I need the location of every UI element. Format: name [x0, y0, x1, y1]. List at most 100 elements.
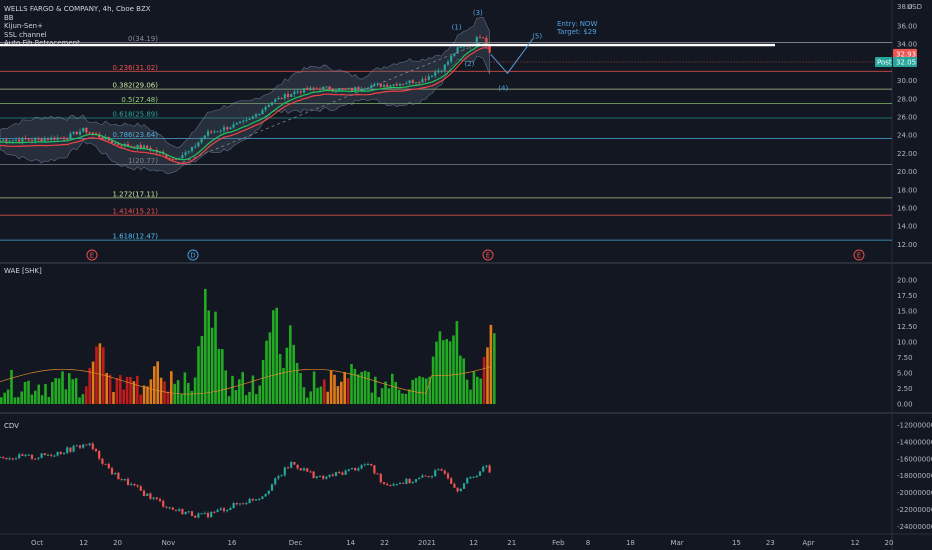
event-marker-circle — [853, 249, 865, 261]
cdv-candle — [485, 465, 488, 467]
wae-bar — [197, 346, 200, 404]
candle-body — [216, 131, 219, 133]
candle-body — [158, 152, 162, 154]
cdv-candle — [18, 454, 21, 459]
wae-bar — [112, 391, 115, 404]
cdv-candle — [379, 473, 382, 483]
cdv-candle — [82, 444, 85, 448]
candle-body — [318, 88, 322, 90]
event-marker-circle — [482, 249, 494, 261]
indicator-ssl[interactable]: SSL channel — [4, 30, 47, 39]
candle-body — [136, 144, 139, 149]
candle-body — [43, 139, 46, 142]
cdv-candle — [366, 463, 370, 465]
wae-bar — [472, 371, 476, 404]
candle-body — [411, 80, 414, 83]
candle-body — [238, 121, 242, 123]
fib-level-label: 1.272(17.11) — [112, 190, 158, 198]
candle-body — [296, 91, 299, 93]
symbol-title[interactable]: WELLS FARGO & COMPANY, 4h, Cboe BZX — [4, 5, 151, 13]
candle-body — [226, 127, 229, 130]
cdv-candle — [312, 471, 315, 479]
candle-body — [424, 79, 427, 81]
wae-explosion-line — [0, 365, 493, 395]
cdv-tick-label: -16000000.00 — [897, 455, 932, 463]
cdv-candle — [274, 478, 277, 485]
cdv-candle — [322, 476, 325, 479]
candle-body — [258, 113, 261, 115]
candle-body — [360, 89, 363, 91]
candle-body — [8, 140, 11, 142]
wae-bar — [377, 397, 380, 404]
candle-body — [2, 139, 5, 141]
candle-body — [200, 138, 203, 143]
cdv-candle — [331, 474, 334, 476]
wae-bar — [380, 388, 384, 404]
price-tick-label: 34.00 — [897, 41, 917, 49]
cdv-candle — [91, 443, 94, 450]
cdv-candle — [146, 493, 149, 496]
cdv-candle — [475, 475, 478, 477]
wae-bar — [119, 375, 122, 404]
indicator-bb[interactable]: BB — [4, 13, 14, 22]
wae-bar — [282, 368, 285, 404]
wae-bar — [489, 324, 493, 404]
candle-body — [478, 37, 482, 39]
wae-bar — [217, 348, 221, 404]
time-tick-label: 16 — [228, 539, 237, 547]
wae-bar — [115, 378, 119, 404]
candle-body — [27, 139, 30, 141]
cdv-candle — [203, 513, 206, 515]
indicator-kijun[interactable]: Kijun-Sen+ — [4, 22, 43, 30]
candle-body — [248, 118, 251, 120]
wae-bar — [54, 378, 57, 404]
wae-bar — [6, 389, 10, 404]
cdv-candle — [408, 478, 411, 484]
cdv-candle — [114, 472, 117, 475]
cdv-candle — [478, 471, 482, 476]
candle-body — [229, 127, 232, 130]
time-tick-label: 12 — [851, 539, 860, 547]
candle-body — [466, 45, 469, 47]
cdv-candle — [213, 511, 216, 513]
fib-level-label: 1.414(15.21) — [112, 208, 158, 216]
cdv-candle — [0, 456, 2, 458]
cdv-candle — [149, 493, 152, 499]
candle-body — [69, 133, 72, 139]
cdv-candle — [389, 484, 392, 486]
wae-bar — [244, 395, 248, 404]
cdv-candle — [421, 475, 424, 478]
cdv-candle — [11, 458, 14, 460]
cdv-candle — [187, 511, 190, 513]
cdv-candle — [34, 458, 37, 460]
cdv-candle — [24, 454, 27, 456]
cdv-candle — [235, 503, 238, 505]
candle-body — [264, 106, 267, 110]
wae-bar — [482, 357, 486, 404]
candle-body — [24, 138, 27, 140]
wae-bar — [57, 378, 61, 404]
wae-bar — [221, 349, 224, 404]
candle-body — [165, 154, 168, 158]
wae-bar — [309, 391, 312, 404]
cdv-candle — [318, 476, 322, 478]
candle-body — [408, 80, 411, 84]
wae-bar — [278, 354, 282, 404]
wae-bar — [204, 288, 207, 404]
cdv-candle — [206, 513, 210, 518]
indicator-fib[interactable]: Auto Fib Retracement — [4, 39, 80, 47]
cdv-candle — [197, 513, 200, 518]
cdv-candle — [254, 499, 258, 501]
wae-bar — [486, 347, 489, 404]
wae-bar — [34, 390, 37, 404]
candle-body — [382, 84, 386, 87]
cdv-candle — [344, 470, 347, 475]
price-tick-label: 20.00 — [897, 168, 917, 176]
candle-body — [462, 45, 466, 47]
cdv-candle — [8, 458, 11, 460]
wae-bar — [340, 381, 343, 404]
candle-body — [171, 158, 174, 160]
wae-bar — [425, 378, 428, 404]
wae-bar — [401, 393, 404, 404]
